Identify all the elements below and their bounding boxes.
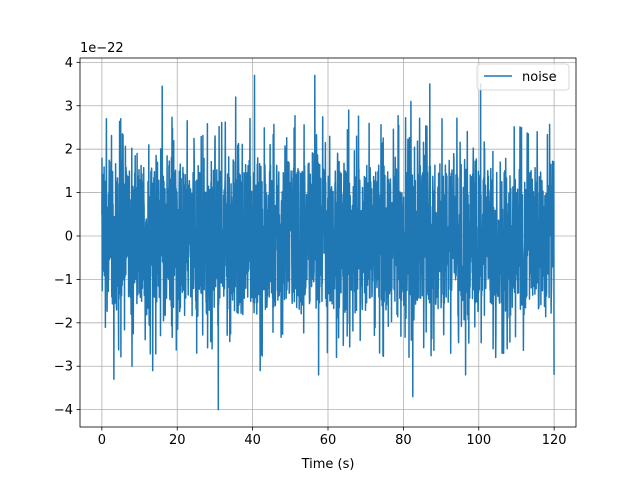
y-tick-label: 4 — [65, 56, 73, 71]
y-tick-label: 3 — [65, 99, 73, 114]
y-tick-label: 0 — [65, 229, 73, 244]
y-tick-label: 1 — [65, 186, 73, 201]
x-tick-label: 120 — [542, 433, 567, 448]
legend-box — [476, 63, 570, 91]
legend: noise — [476, 63, 570, 91]
x-axis-ticks: 0 20 40 60 80 100 120 — [98, 427, 567, 448]
y-tick-label: 2 — [65, 143, 73, 158]
x-tick-label: 80 — [395, 433, 412, 448]
y-tick-label: −2 — [54, 316, 73, 331]
y-tick-label: −1 — [54, 273, 73, 288]
legend-label: noise — [522, 70, 557, 85]
y-axis-ticks: −4 −3 −2 −1 0 1 2 3 4 — [54, 56, 80, 418]
x-tick-label: 60 — [320, 433, 337, 448]
y-tick-label: −4 — [54, 403, 73, 418]
x-axis-label: Time (s) — [301, 457, 355, 472]
y-offset-label: 1e−22 — [80, 41, 124, 56]
x-tick-label: 100 — [466, 433, 491, 448]
x-tick-label: 40 — [244, 433, 261, 448]
x-tick-label: 0 — [98, 433, 106, 448]
series-line-noise — [101, 74, 555, 411]
y-tick-label: −3 — [54, 360, 73, 375]
x-tick-label: 20 — [169, 433, 186, 448]
plot-area — [101, 74, 555, 411]
